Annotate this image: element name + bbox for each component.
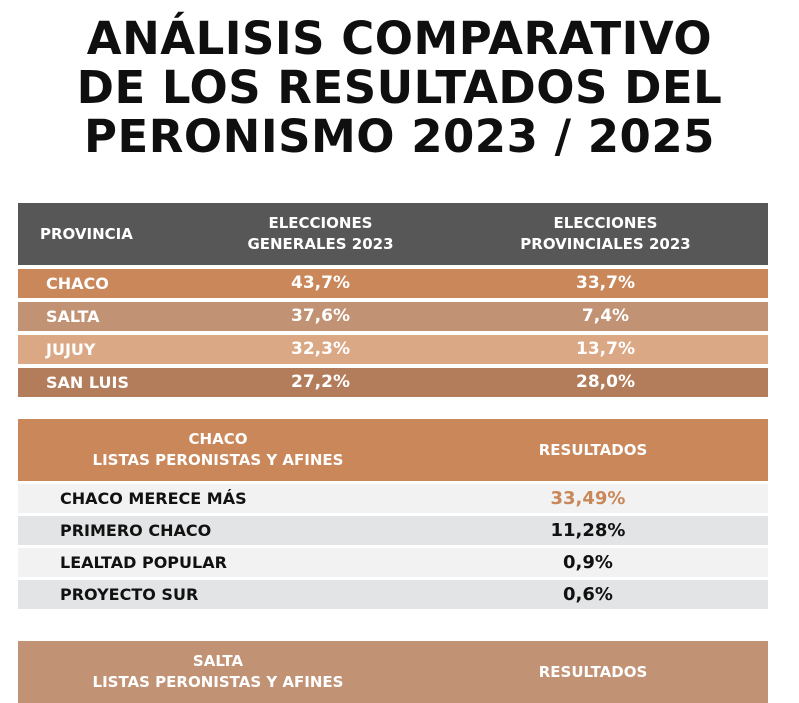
- comparison-row: SALTA 37,6% 7,4%: [18, 302, 768, 331]
- row-generales: 37,6%: [291, 306, 350, 326]
- salta-header-left: SALTA LISTAS PERONISTAS Y AFINES: [18, 651, 418, 693]
- comparison-row: JUJUY 32,3% 13,7%: [18, 335, 768, 364]
- header-generales: ELECCIONES GENERALES 2023: [198, 213, 443, 255]
- salta-results-label: RESULTADOS: [538, 663, 648, 681]
- row-provinciales: 7,4%: [581, 306, 630, 326]
- list-name: PRIMERO CHACO: [60, 521, 212, 540]
- header-generales-line1: ELECCIONES: [268, 214, 373, 232]
- list-result: 0,6%: [563, 584, 613, 605]
- row-provincia: SALTA: [46, 307, 100, 326]
- chaco-section-name: CHACO: [188, 430, 248, 448]
- row-generales: 32,3%: [291, 339, 350, 359]
- row-provinciales: 13,7%: [576, 339, 635, 359]
- salta-section: SALTA LISTAS PERONISTAS Y AFINES RESULTA…: [18, 641, 768, 703]
- title-line-2: DE LOS RESULTADOS DEL: [76, 61, 723, 114]
- comparison-table-header: PROVINCIA ELECCIONES GENERALES 2023 ELEC…: [18, 203, 768, 265]
- row-provincia: JUJUY: [46, 340, 96, 359]
- chaco-section-subtitle: LISTAS PERONISTAS Y AFINES: [92, 451, 344, 469]
- comparison-row: CHACO 43,7% 33,7%: [18, 269, 768, 298]
- list-name: LEALTAD POPULAR: [60, 553, 227, 572]
- list-name: CHACO MERECE MÁS: [60, 489, 247, 508]
- header-generales-line2: GENERALES 2023: [247, 235, 394, 253]
- row-generales: 27,2%: [291, 372, 350, 392]
- salta-section-subtitle: LISTAS PERONISTAS Y AFINES: [92, 673, 344, 691]
- comparison-table: PROVINCIA ELECCIONES GENERALES 2023 ELEC…: [18, 203, 768, 401]
- header-provinciales: ELECCIONES PROVINCIALES 2023: [443, 213, 768, 255]
- list-result: 33,49%: [550, 488, 626, 509]
- row-provinciales: 28,0%: [576, 372, 635, 392]
- list-row: PRIMERO CHACO 11,28%: [18, 516, 768, 545]
- chaco-header-left: CHACO LISTAS PERONISTAS Y AFINES: [18, 429, 418, 471]
- row-provincia: CHACO: [46, 274, 109, 293]
- list-row: PROYECTO SUR 0,6%: [18, 580, 768, 609]
- chaco-section: CHACO LISTAS PERONISTAS Y AFINES RESULTA…: [18, 419, 768, 612]
- list-name: PROYECTO SUR: [60, 585, 199, 604]
- title-line-1: ANÁLISIS COMPARATIVO: [86, 12, 713, 65]
- header-provincia: PROVINCIA: [40, 225, 133, 243]
- list-result: 0,9%: [563, 552, 613, 573]
- title-line-3: PERONISMO 2023 / 2025: [84, 110, 715, 163]
- row-generales: 43,7%: [291, 273, 350, 293]
- list-row: LEALTAD POPULAR 0,9%: [18, 548, 768, 577]
- header-provinciales-line1: ELECCIONES: [553, 214, 658, 232]
- chaco-results-label: RESULTADOS: [538, 441, 648, 459]
- row-provinciales: 33,7%: [576, 273, 635, 293]
- salta-section-name: SALTA: [192, 652, 244, 670]
- row-provincia: SAN LUIS: [46, 373, 129, 392]
- chaco-section-header: CHACO LISTAS PERONISTAS Y AFINES RESULTA…: [18, 419, 768, 481]
- header-provinciales-line2: PROVINCIALES 2023: [520, 235, 691, 253]
- comparison-row: SAN LUIS 27,2% 28,0%: [18, 368, 768, 397]
- page-title: ANÁLISIS COMPARATIVO DE LOS RESULTADOS D…: [0, 14, 799, 161]
- list-result: 11,28%: [550, 520, 626, 541]
- salta-section-header: SALTA LISTAS PERONISTAS Y AFINES RESULTA…: [18, 641, 768, 703]
- list-row: CHACO MERECE MÁS 33,49%: [18, 484, 768, 513]
